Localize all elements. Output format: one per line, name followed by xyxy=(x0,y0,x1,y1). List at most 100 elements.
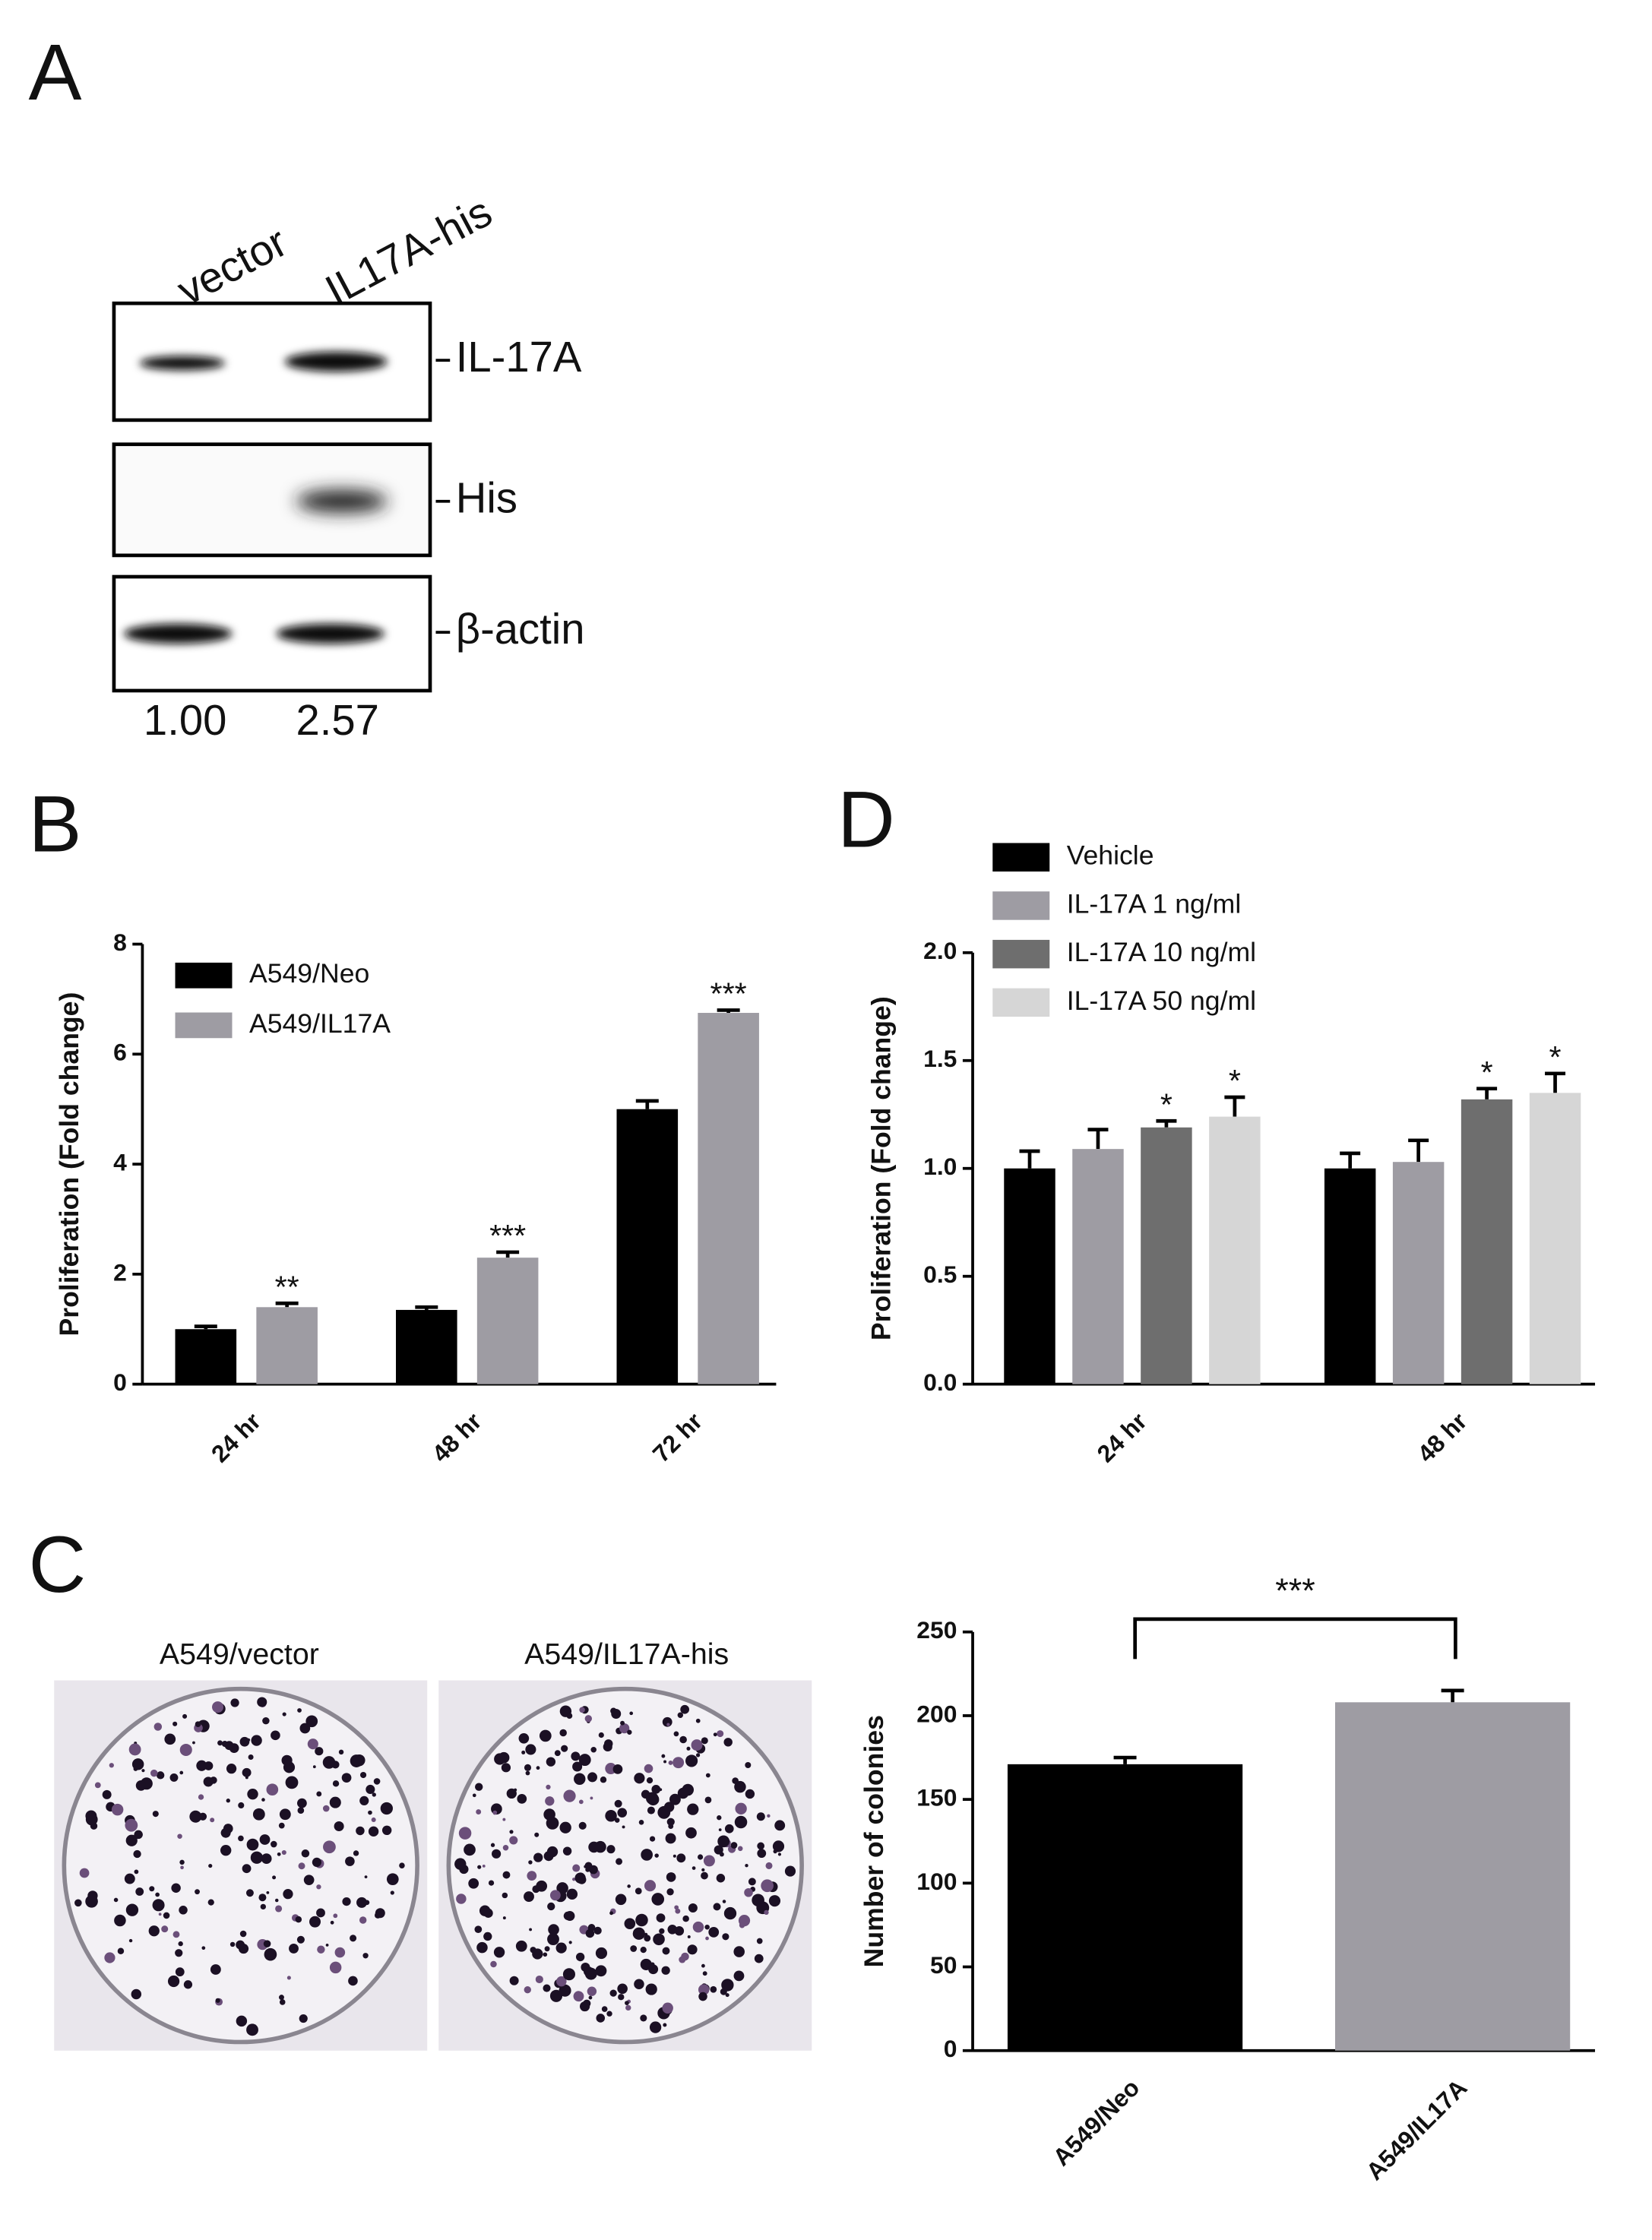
bar xyxy=(698,1013,759,1384)
colony xyxy=(179,1770,184,1775)
colony xyxy=(316,1791,322,1797)
colony xyxy=(698,1992,707,2001)
colony xyxy=(493,1947,505,1958)
colony xyxy=(574,1872,586,1884)
colony xyxy=(630,1945,638,1952)
colony xyxy=(646,1776,654,1784)
colony xyxy=(248,1754,254,1760)
colony xyxy=(275,1905,283,1913)
colony xyxy=(198,1794,204,1800)
colony xyxy=(757,1849,767,1859)
colony xyxy=(149,1886,155,1892)
colony xyxy=(562,1968,575,1981)
colony xyxy=(261,1853,272,1865)
colony xyxy=(605,1810,617,1822)
colony xyxy=(600,1776,607,1783)
colony xyxy=(506,1788,517,1799)
colony xyxy=(536,1880,548,1892)
colony xyxy=(640,1946,647,1954)
band-label: β-actin xyxy=(456,605,585,653)
colony xyxy=(764,1909,769,1916)
colony xyxy=(277,1852,281,1856)
colony xyxy=(111,1803,124,1816)
colony xyxy=(713,1903,721,1911)
colony xyxy=(207,1899,214,1906)
colony xyxy=(634,1773,645,1784)
colony xyxy=(271,1840,277,1848)
colony xyxy=(490,1960,497,1968)
colony xyxy=(399,1862,405,1868)
colony xyxy=(710,1985,717,1993)
colony xyxy=(258,1894,267,1902)
colony xyxy=(649,2021,662,2033)
colony xyxy=(295,1916,302,1923)
colony xyxy=(587,1772,597,1783)
colony xyxy=(312,1765,316,1769)
image-label: A549/vector xyxy=(160,1637,319,1671)
colony xyxy=(264,1947,277,1961)
colony xyxy=(297,1708,302,1713)
dish xyxy=(62,1686,419,2045)
colony xyxy=(307,1739,318,1750)
colony xyxy=(299,2014,308,2023)
colony xyxy=(368,1826,379,1837)
colony xyxy=(666,1888,674,1896)
colony xyxy=(521,1750,526,1754)
colony xyxy=(588,1841,600,1853)
colony xyxy=(691,1866,696,1870)
colony xyxy=(682,1915,689,1922)
y-tick-label: 150 xyxy=(916,1784,957,1811)
colony xyxy=(475,1783,483,1791)
panel-label: C xyxy=(28,1520,86,1609)
colony xyxy=(704,1796,712,1804)
colony xyxy=(79,1868,90,1878)
colony xyxy=(724,1824,734,1833)
colony xyxy=(317,1945,325,1954)
y-tick-label: 1.5 xyxy=(923,1045,957,1072)
colony xyxy=(182,1911,185,1915)
bar xyxy=(1007,1764,1243,2051)
colony xyxy=(609,1911,614,1916)
colony xyxy=(131,1988,142,2000)
colony xyxy=(680,1704,690,1714)
legend-swatch xyxy=(992,843,1050,872)
colony xyxy=(172,1721,178,1726)
y-tick-label: 0 xyxy=(944,2035,957,2062)
colony xyxy=(113,1897,119,1903)
colony xyxy=(610,1707,617,1714)
colony xyxy=(679,1735,687,1744)
y-tick-label: 0.0 xyxy=(923,1368,957,1396)
colony xyxy=(701,1871,708,1880)
colony xyxy=(356,1826,365,1836)
colony xyxy=(128,1938,133,1943)
colony xyxy=(128,1743,141,1756)
colony xyxy=(210,1818,215,1823)
colony xyxy=(685,1827,697,1839)
legend-label: IL-17A 10 ng/ml xyxy=(1067,937,1256,967)
colony xyxy=(596,2014,606,2023)
x-tick-label: 72 hr xyxy=(647,1407,707,1467)
colony xyxy=(94,1782,101,1789)
colony xyxy=(635,1913,648,1927)
colony xyxy=(210,1776,217,1784)
colony xyxy=(323,1840,336,1854)
colony xyxy=(297,1807,305,1814)
colony xyxy=(85,1813,98,1826)
colony xyxy=(559,1729,567,1737)
colony xyxy=(677,1712,684,1718)
colony xyxy=(164,1733,176,1745)
colony xyxy=(717,1730,724,1738)
colony xyxy=(573,1991,584,2002)
colony xyxy=(705,1936,709,1941)
y-tick-label: 8 xyxy=(113,929,127,956)
colony xyxy=(368,1810,372,1815)
bar xyxy=(1529,1093,1581,1384)
colony xyxy=(333,1913,338,1919)
colony xyxy=(673,1854,676,1858)
legend-label: IL-17A 1 ng/ml xyxy=(1067,888,1242,919)
colony xyxy=(598,1732,604,1739)
colony xyxy=(765,1862,773,1869)
colony xyxy=(676,1853,686,1863)
colony xyxy=(201,1946,206,1951)
colony xyxy=(530,1947,536,1954)
